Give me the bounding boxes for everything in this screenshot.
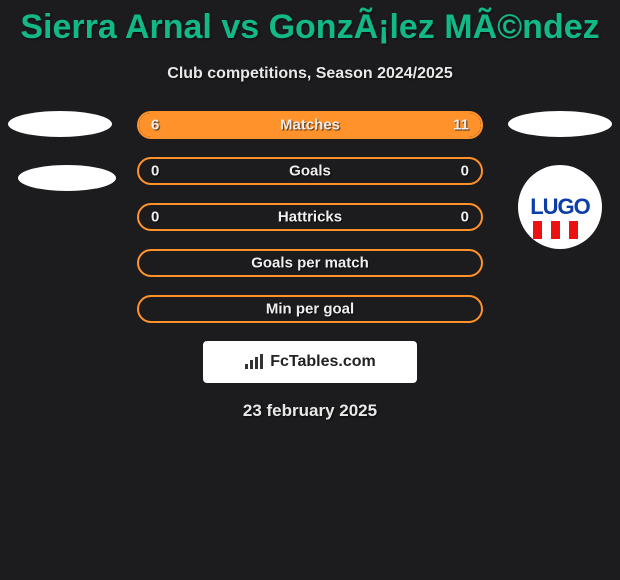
stat-value-right: 0 — [461, 163, 469, 180]
stat-label: Goals — [289, 163, 331, 180]
stat-value-left: 6 — [151, 117, 159, 134]
comparison-area: LUGO 6 11 Matches 0 0 Goals 0 0 Hattricks Goals p… — [0, 111, 620, 323]
team-logo-placeholder — [18, 165, 116, 191]
team-right-badge: LUGO — [518, 165, 602, 249]
player-avatar-placeholder — [508, 111, 612, 137]
watermark-text: FcTables.com — [270, 353, 376, 371]
stat-row: 0 0 Goals — [137, 157, 483, 185]
watermark: FcTables.com — [203, 341, 417, 383]
stat-row: Min per goal — [137, 295, 483, 323]
team-left-badge — [18, 165, 116, 191]
stat-label: Goals per match — [251, 255, 369, 272]
player-left-badge — [8, 111, 112, 137]
player-avatar-placeholder — [8, 111, 112, 137]
player-right-badge — [508, 111, 612, 137]
page-title: Sierra Arnal vs GonzÃ¡lez MÃ©ndez — [0, 0, 620, 47]
club-crest-stripes — [533, 221, 587, 239]
stat-label: Matches — [280, 117, 340, 134]
stat-bars: 6 11 Matches 0 0 Goals 0 0 Hattricks Goals per ma… — [137, 111, 483, 323]
club-crest-lugo: LUGO — [518, 165, 602, 249]
stat-value-right: 0 — [461, 209, 469, 226]
stat-row: 6 11 Matches — [137, 111, 483, 139]
footer-date: 23 february 2025 — [0, 401, 620, 421]
stat-row: Goals per match — [137, 249, 483, 277]
stat-value-left: 0 — [151, 209, 159, 226]
stat-value-left: 0 — [151, 163, 159, 180]
stat-row: 0 0 Hattricks — [137, 203, 483, 231]
club-crest-label: LUGO — [530, 194, 590, 220]
stat-label: Min per goal — [266, 301, 354, 318]
watermark-icon — [244, 354, 264, 370]
page-subtitle: Club competitions, Season 2024/2025 — [0, 65, 620, 83]
stat-label: Hattricks — [278, 209, 342, 226]
stat-value-right: 11 — [453, 117, 469, 134]
